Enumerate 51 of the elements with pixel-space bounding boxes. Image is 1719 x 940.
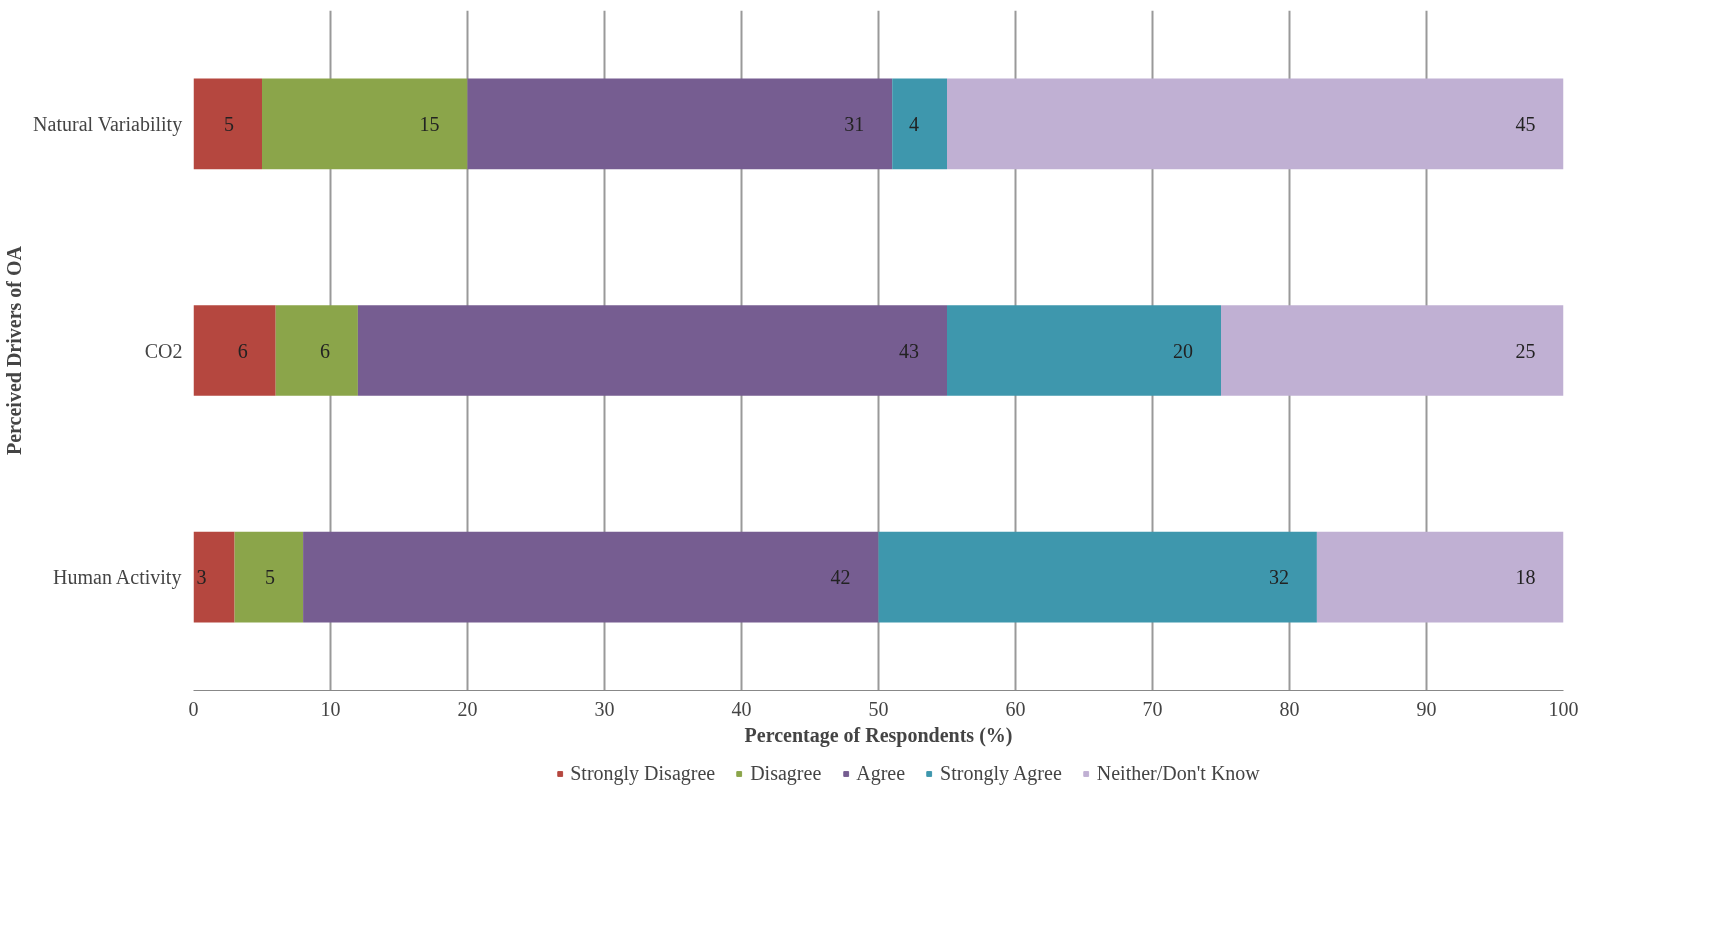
x-tick-label: 80: [1279, 697, 1300, 720]
data-label: 20: [1173, 339, 1193, 362]
data-label: 32: [1268, 566, 1289, 589]
x-tick-label: 90: [1416, 697, 1437, 720]
y-tick-label: CO2: [144, 339, 183, 362]
bar: [878, 531, 1317, 623]
bar: [193, 78, 262, 170]
data-label: 5: [265, 566, 276, 589]
bar: [947, 305, 1221, 396]
x-axis-title: Percentage of Respondents (%): [744, 723, 1013, 747]
y-tick-label: Human Activity: [53, 566, 182, 590]
data-label: 43: [899, 339, 919, 362]
x-tick-label: 10: [320, 697, 341, 720]
bar: [275, 305, 358, 396]
data-label: 45: [1515, 112, 1536, 135]
bar: [234, 531, 304, 623]
data-label: 3: [196, 566, 207, 589]
x-tick-label: 30: [594, 697, 615, 720]
bar: [892, 78, 947, 170]
x-tick-label: 70: [1142, 697, 1163, 720]
x-tick-label: 50: [868, 697, 889, 720]
bar: [193, 531, 235, 623]
data-label: 18: [1515, 566, 1536, 589]
bar: [467, 78, 893, 170]
data-label: 6: [319, 339, 330, 362]
data-label: 15: [419, 112, 440, 135]
data-label: 31: [844, 112, 865, 135]
data-label: 6: [237, 339, 248, 362]
data-label: 5: [224, 112, 234, 135]
x-tick-label: 60: [1005, 697, 1026, 720]
data-label: 25: [1515, 339, 1536, 362]
x-tick-label: 0: [188, 697, 199, 720]
bar: [947, 78, 1564, 170]
legend-label: Strongly Disagree: [570, 761, 716, 785]
x-tick-label: 100: [1548, 697, 1579, 720]
bar: [1221, 305, 1564, 396]
bar: [262, 78, 468, 170]
x-tick-label: 20: [457, 697, 478, 720]
x-tick-label: 40: [731, 697, 752, 720]
bar: [303, 531, 879, 623]
legend-label: Agree: [856, 761, 906, 785]
legend-label: Strongly Agree: [940, 761, 1062, 785]
bar: [193, 305, 276, 396]
y-tick-label: Natural Variability: [33, 112, 183, 136]
bar: [357, 305, 947, 396]
y-axis-title: Perceived Drivers of OA: [3, 245, 26, 455]
legend-label: Neither/Don't Know: [1096, 761, 1260, 785]
bar: [1316, 531, 1564, 623]
data-label: 42: [830, 566, 851, 589]
data-label: 4: [909, 112, 919, 135]
legend-label: Disagree: [750, 761, 822, 785]
